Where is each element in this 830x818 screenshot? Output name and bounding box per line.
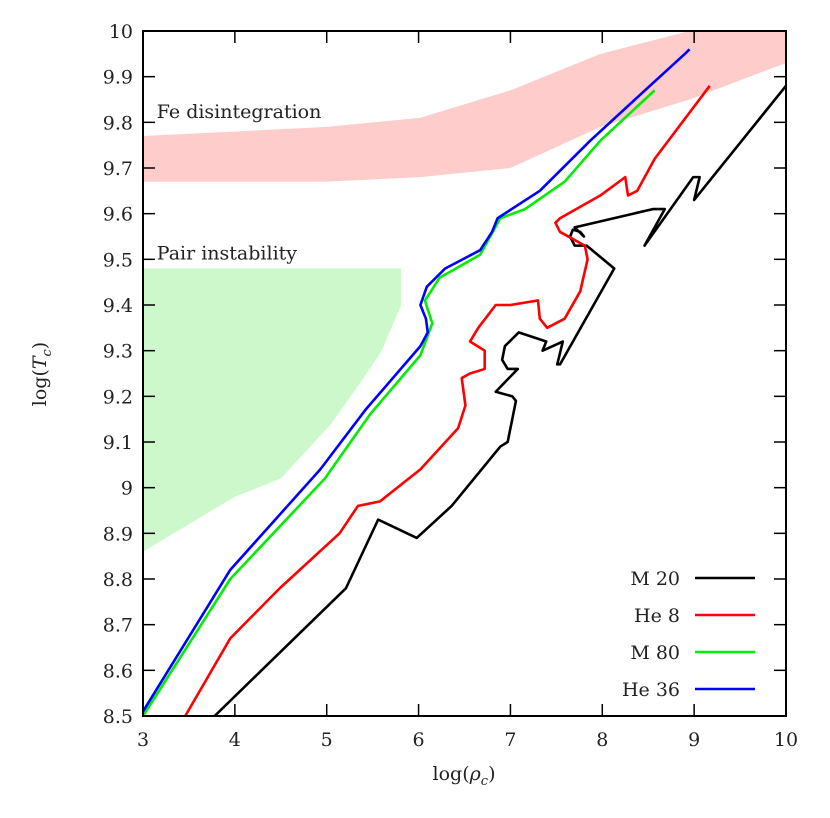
plot-frame xyxy=(142,30,787,717)
y-tick-label: 9.4 xyxy=(103,295,133,317)
series-line-0 xyxy=(213,84,788,717)
y-tick-label: 9.5 xyxy=(103,249,133,271)
y-tick-label: 9.2 xyxy=(103,386,133,408)
x-tick-label: 5 xyxy=(321,729,333,751)
x-tick-label: 3 xyxy=(137,729,149,751)
legend-label: He 36 xyxy=(622,679,680,701)
x-axis-label: log(ρc) xyxy=(433,763,496,789)
series-line-3 xyxy=(141,48,691,713)
y-tick-label: 9.7 xyxy=(103,158,133,180)
legend-label: M 20 xyxy=(630,568,680,590)
y-axis-label: log(Tc) xyxy=(29,342,55,406)
x-tick-label: 9 xyxy=(688,729,700,751)
x-tick-label: 7 xyxy=(504,729,516,751)
legend-label: M 80 xyxy=(630,642,680,664)
y-tick-label: 8.7 xyxy=(103,615,133,637)
series-line-1 xyxy=(184,85,711,717)
region-1 xyxy=(143,268,402,552)
region-0 xyxy=(143,31,786,182)
y-tick-label: 9.3 xyxy=(103,341,133,363)
region-label: Pair instability xyxy=(157,242,298,264)
y-tick-label: 8.5 xyxy=(103,706,133,728)
series-line-2 xyxy=(141,89,656,717)
legend: M 20 He 8 M 80 He 36 xyxy=(622,568,755,701)
y-tick-label: 9 xyxy=(121,478,133,500)
y-tick-label: 10 xyxy=(109,21,133,43)
x-tick-label: 10 xyxy=(774,729,798,751)
x-tick-label: 4 xyxy=(229,729,241,751)
ticks: 3 4 5 6 7 8 9 10 8.5 8.6 8.7 8.8 8.9 9 9.1 9.2 9.3 9.4 9.5… xyxy=(103,21,798,751)
regions: Fe disintegration Pair instability xyxy=(143,31,786,552)
series-lines xyxy=(141,48,788,717)
x-tick-label: 8 xyxy=(596,729,608,751)
y-tick-label: 9.1 xyxy=(103,432,133,454)
y-tick-label: 9.9 xyxy=(103,67,133,89)
y-tick-label: 8.9 xyxy=(103,523,133,545)
y-tick-label: 9.8 xyxy=(103,112,133,134)
y-tick-label: 8.6 xyxy=(103,660,133,682)
region-label: Fe disintegration xyxy=(157,101,322,123)
x-tick-label: 6 xyxy=(413,729,425,751)
y-tick-label: 9.6 xyxy=(103,204,133,226)
legend-label: He 8 xyxy=(634,605,680,627)
y-tick-label: 8.8 xyxy=(103,569,133,591)
